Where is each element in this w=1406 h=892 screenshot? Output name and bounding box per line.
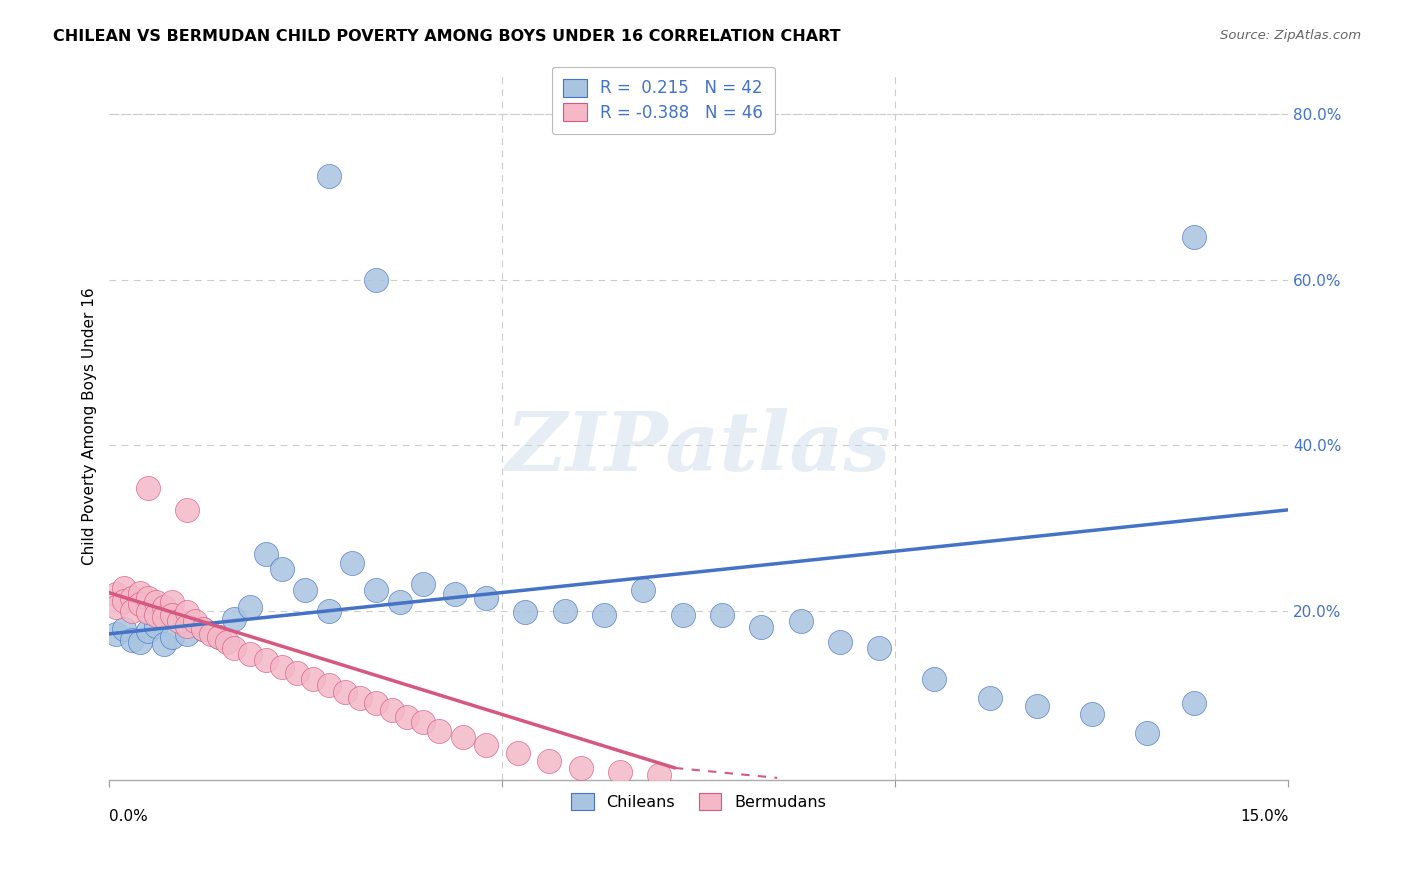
Point [136,481,159,495]
Point [294,583,316,598]
Point [208,630,231,644]
Point [136,624,159,639]
Point [112,622,135,636]
Point [609,765,631,780]
Point [121,632,143,647]
Point [112,594,135,608]
Point [105,587,128,601]
Point [105,599,128,614]
Point [129,585,152,599]
Point [979,690,1001,705]
Point [633,583,655,598]
Point [364,273,387,287]
Point [136,591,159,606]
Point [924,672,946,686]
Point [790,614,813,628]
Point [121,604,143,618]
Point [176,606,198,620]
Point [412,577,434,591]
Point [1182,229,1205,244]
Point [129,635,152,649]
Point [191,622,214,636]
Point [475,738,498,752]
Point [224,612,246,626]
Point [224,640,246,655]
Point [105,627,128,641]
Point [121,591,143,606]
Point [1136,726,1159,740]
Point [145,595,167,609]
Point [396,709,419,723]
Point [1025,698,1047,713]
Point [515,606,537,620]
Text: ZIPatlas: ZIPatlas [506,408,891,488]
Point [349,690,371,705]
Point [208,630,231,644]
Point [868,640,890,655]
Point [318,604,340,618]
Point [152,599,174,614]
Point [364,583,387,598]
Text: Source: ZipAtlas.com: Source: ZipAtlas.com [1220,29,1361,42]
Point [554,604,576,618]
Point [342,556,364,570]
Point [169,614,191,628]
Point [364,697,387,711]
Point [145,607,167,622]
Point [191,622,214,636]
Point [1182,697,1205,711]
Legend: Chileans, Bermudans: Chileans, Bermudans [564,785,834,818]
Point [388,595,411,609]
Point [152,610,174,624]
Point [184,614,207,628]
Point [506,746,529,760]
Point [136,606,159,620]
Point [112,581,135,595]
Point [176,618,198,632]
Point [254,548,277,562]
Point [451,730,474,744]
Point [160,630,183,644]
Point [593,607,616,622]
Point [427,723,450,738]
Text: CHILEAN VS BERMUDAN CHILD POVERTY AMONG BOYS UNDER 16 CORRELATION CHART: CHILEAN VS BERMUDAN CHILD POVERTY AMONG … [53,29,841,44]
Point [176,627,198,641]
Point [200,627,222,641]
Point [381,703,404,717]
Point [830,635,852,649]
Point [711,607,734,622]
Point [160,607,183,622]
Point [475,591,498,606]
Point [648,767,671,781]
Y-axis label: Child Poverty Among Boys Under 16: Child Poverty Among Boys Under 16 [83,288,97,566]
Point [145,618,167,632]
Point [152,637,174,651]
Point [270,660,292,674]
Point [270,562,292,576]
Text: 15.0%: 15.0% [1240,809,1288,824]
Point [538,755,561,769]
Point [129,597,152,611]
Point [239,599,262,614]
Point [333,685,356,699]
Point [569,761,592,775]
Point [443,587,465,601]
Point [1081,707,1104,722]
Point [254,653,277,667]
Point [239,647,262,661]
Point [215,635,238,649]
Point [672,607,695,622]
Point [412,715,434,730]
Point [318,169,340,184]
Point [287,665,309,680]
Point [751,620,773,634]
Point [318,678,340,692]
Point [160,595,183,609]
Point [302,672,325,686]
Text: 0.0%: 0.0% [108,809,148,824]
Point [176,503,198,517]
